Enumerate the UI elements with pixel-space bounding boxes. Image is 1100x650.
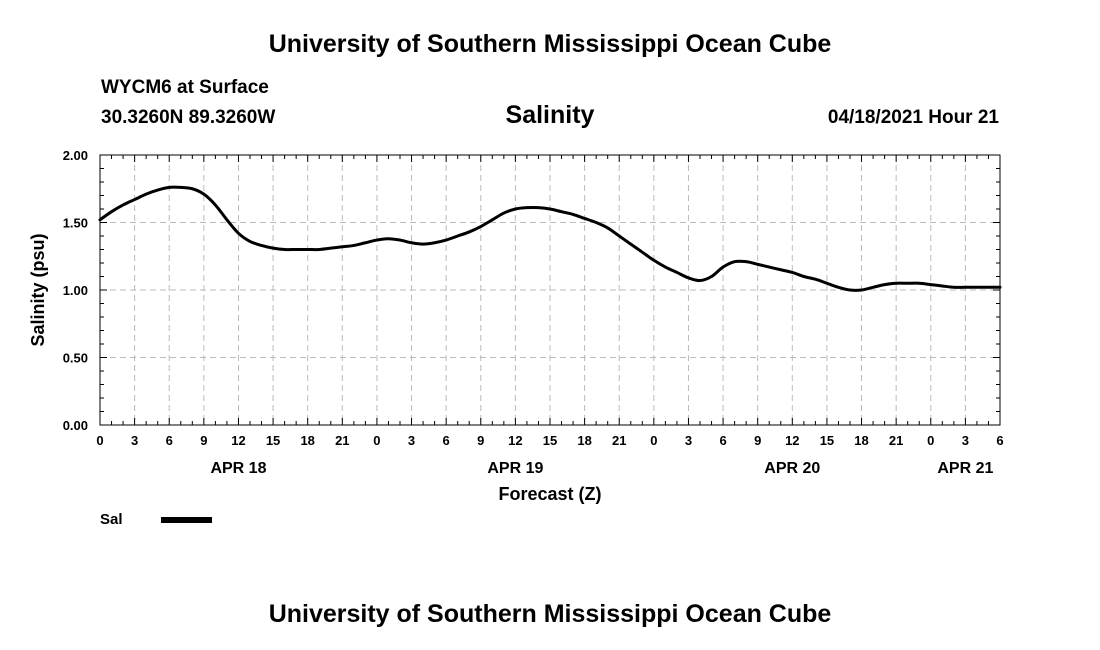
- x-tick-label: 3: [962, 433, 969, 448]
- y-axis-title: Salinity (psu): [28, 233, 48, 346]
- legend-label-sal: Sal: [100, 511, 123, 528]
- x-tick-label: 6: [166, 433, 173, 448]
- x-tick-label: 12: [785, 433, 799, 448]
- x-tick-label: 3: [131, 433, 138, 448]
- x-date-label: APR 21: [937, 460, 993, 477]
- y-tick-label: 0.00: [63, 418, 88, 433]
- x-tick-label: 0: [650, 433, 657, 448]
- y-tick-label: 1.50: [63, 216, 88, 231]
- series-line-sal: [98, 185, 1002, 292]
- chart-title: Salinity: [505, 101, 595, 129]
- footer-title: University of Southern Mississippi Ocean…: [268, 600, 832, 628]
- x-tick-label: 0: [373, 433, 380, 448]
- x-tick-label: 6: [996, 433, 1003, 448]
- x-tick-label: 0: [927, 433, 934, 448]
- axis-labels: 0 3 6 9 12 15 18 21 0 3 6 9 12 15 18 21 0 3 6 9 12 15 18 21 0 3 6 0…: [63, 148, 1004, 477]
- forecast-datetime: 04/18/2021 Hour 21: [827, 107, 999, 128]
- x-tick-label: 15: [266, 433, 280, 448]
- x-axis-title: Forecast (Z): [498, 484, 601, 504]
- x-tick-label: 18: [300, 433, 314, 448]
- page-title: University of Southern Mississippi Ocean…: [268, 30, 832, 58]
- x-tick-label: 12: [231, 433, 245, 448]
- x-date-label: APR 20: [764, 460, 820, 477]
- x-tick-label: 6: [719, 433, 726, 448]
- x-tick-label: 18: [577, 433, 591, 448]
- axis-ticks: [99, 154, 1001, 426]
- station-label: WYCM6 at Surface: [101, 77, 269, 98]
- y-tick-label: 0.50: [63, 351, 88, 366]
- x-tick-label: 18: [854, 433, 868, 448]
- x-tick-label: 3: [408, 433, 415, 448]
- x-tick-label: 15: [820, 433, 834, 448]
- x-tick-label: 9: [754, 433, 761, 448]
- x-tick-label: 3: [685, 433, 692, 448]
- x-tick-label: 9: [477, 433, 484, 448]
- x-tick-label: 15: [543, 433, 557, 448]
- x-tick-label: 0: [96, 433, 103, 448]
- x-tick-label: 21: [612, 433, 626, 448]
- x-tick-label: 21: [889, 433, 903, 448]
- station-coordinates: 30.3260N 89.3260W: [101, 107, 276, 128]
- x-date-label: APR 19: [487, 460, 543, 477]
- y-tick-label: 1.00: [63, 283, 88, 298]
- x-tick-label: 12: [508, 433, 522, 448]
- y-tick-label: 2.00: [63, 148, 88, 163]
- x-tick-label: 9: [200, 433, 207, 448]
- x-tick-label: 6: [443, 433, 450, 448]
- x-tick-label: 21: [335, 433, 349, 448]
- x-date-label: APR 18: [210, 460, 266, 477]
- legend-swatch-sal: [161, 517, 212, 523]
